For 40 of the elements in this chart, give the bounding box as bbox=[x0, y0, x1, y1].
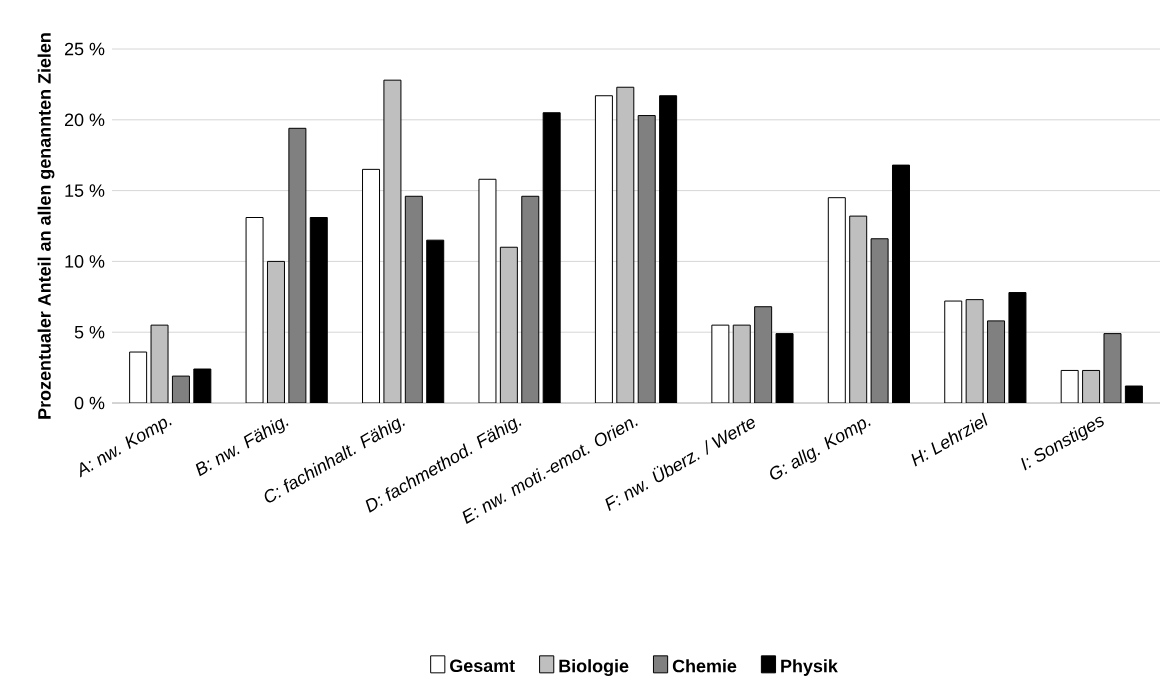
y-axis-title: Prozentualer Anteil an allen genannten Zielen bbox=[37, 33, 55, 419]
bar bbox=[245, 217, 264, 404]
bar bbox=[1124, 385, 1143, 404]
bar bbox=[659, 95, 678, 404]
bar bbox=[499, 246, 518, 404]
bar bbox=[616, 86, 635, 404]
y-tick-label: 5 % bbox=[74, 325, 105, 339]
bar bbox=[891, 164, 910, 404]
y-tick-label: 20 % bbox=[65, 113, 105, 127]
legend-label: Gesamt bbox=[450, 659, 515, 673]
bar bbox=[478, 178, 497, 404]
bar bbox=[309, 217, 328, 404]
bar bbox=[404, 195, 423, 404]
bar bbox=[1060, 369, 1079, 404]
bar bbox=[193, 368, 212, 404]
bar bbox=[266, 260, 285, 404]
bar bbox=[1082, 369, 1101, 404]
bar bbox=[1008, 292, 1027, 404]
y-tick-label: 25 % bbox=[65, 42, 105, 56]
bar bbox=[362, 168, 381, 404]
y-tick-label: 15 % bbox=[65, 184, 105, 197]
bar bbox=[542, 112, 561, 404]
bar bbox=[426, 239, 445, 404]
legend-label: Chemie bbox=[672, 659, 737, 673]
y-tick-label: 0 % bbox=[74, 396, 105, 410]
bar bbox=[129, 351, 148, 404]
y-tick-label: 10 % bbox=[65, 255, 105, 268]
bar bbox=[987, 320, 1006, 404]
bar bbox=[594, 95, 613, 404]
bar bbox=[775, 333, 794, 404]
bar bbox=[732, 324, 751, 404]
bar bbox=[754, 306, 773, 404]
bar bbox=[711, 324, 730, 404]
bar bbox=[521, 195, 540, 404]
bar bbox=[849, 215, 868, 404]
legend-label: Physik bbox=[781, 659, 838, 676]
bar bbox=[944, 300, 963, 404]
legend-label: Biologie bbox=[559, 659, 629, 676]
bar bbox=[827, 197, 846, 404]
bar bbox=[637, 115, 656, 404]
